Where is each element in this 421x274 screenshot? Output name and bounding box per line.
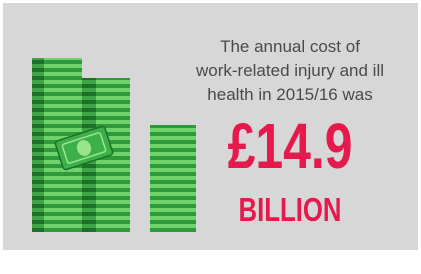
amount-group: £14.9 BILLION xyxy=(228,111,353,229)
amount: £14.9 xyxy=(228,111,353,182)
intro-line: The annual cost of xyxy=(220,37,360,56)
money-stack-shade xyxy=(32,58,44,232)
intro-line: work-related injury and ill xyxy=(195,61,384,80)
page: {"intro": {"lines": ["The annual cost of… xyxy=(0,0,421,274)
intro-line: health in 2015/16 was xyxy=(207,85,372,104)
money-stack xyxy=(150,125,196,232)
infographic: The annual cost of work-related injury a… xyxy=(0,0,421,274)
amount-unit: BILLION xyxy=(239,192,342,229)
